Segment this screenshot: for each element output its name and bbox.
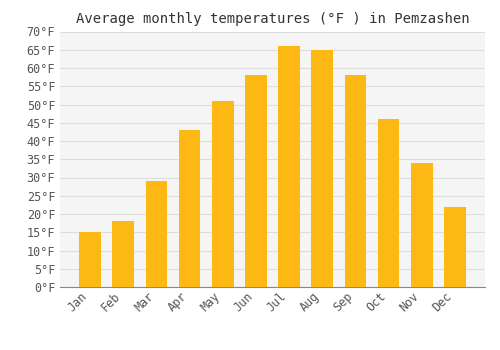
- Title: Average monthly temperatures (°F ) in Pemzashen: Average monthly temperatures (°F ) in Pe…: [76, 12, 469, 26]
- Bar: [411, 163, 432, 287]
- Bar: [179, 130, 201, 287]
- Bar: [344, 75, 366, 287]
- Bar: [278, 46, 300, 287]
- Bar: [80, 232, 101, 287]
- Bar: [444, 207, 466, 287]
- Bar: [112, 221, 134, 287]
- Bar: [212, 101, 234, 287]
- Bar: [378, 119, 400, 287]
- Bar: [146, 181, 167, 287]
- Bar: [245, 75, 266, 287]
- Bar: [312, 50, 333, 287]
